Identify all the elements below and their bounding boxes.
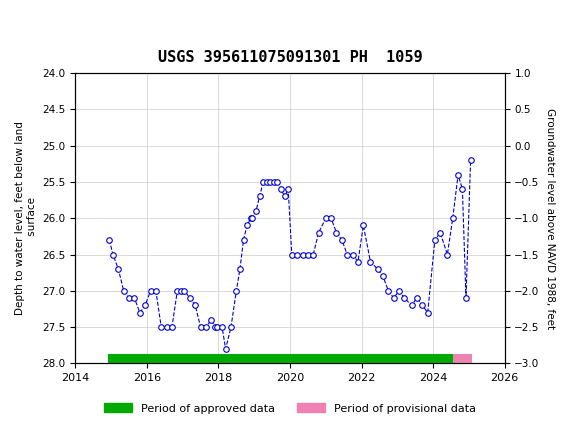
Bar [453,354,472,364]
Title: USGS 395611075091301 PH  1059: USGS 395611075091301 PH 1059 [158,50,422,65]
Legend: Period of approved data, Period of provisional data: Period of approved data, Period of provi… [100,399,480,418]
Text: ≡USGS: ≡USGS [9,17,79,35]
Y-axis label: Depth to water level, feet below land
 surface: Depth to water level, feet below land su… [15,121,37,315]
Y-axis label: Groundwater level above NAVD 1988, feet: Groundwater level above NAVD 1988, feet [545,108,555,329]
Bar [107,354,453,364]
